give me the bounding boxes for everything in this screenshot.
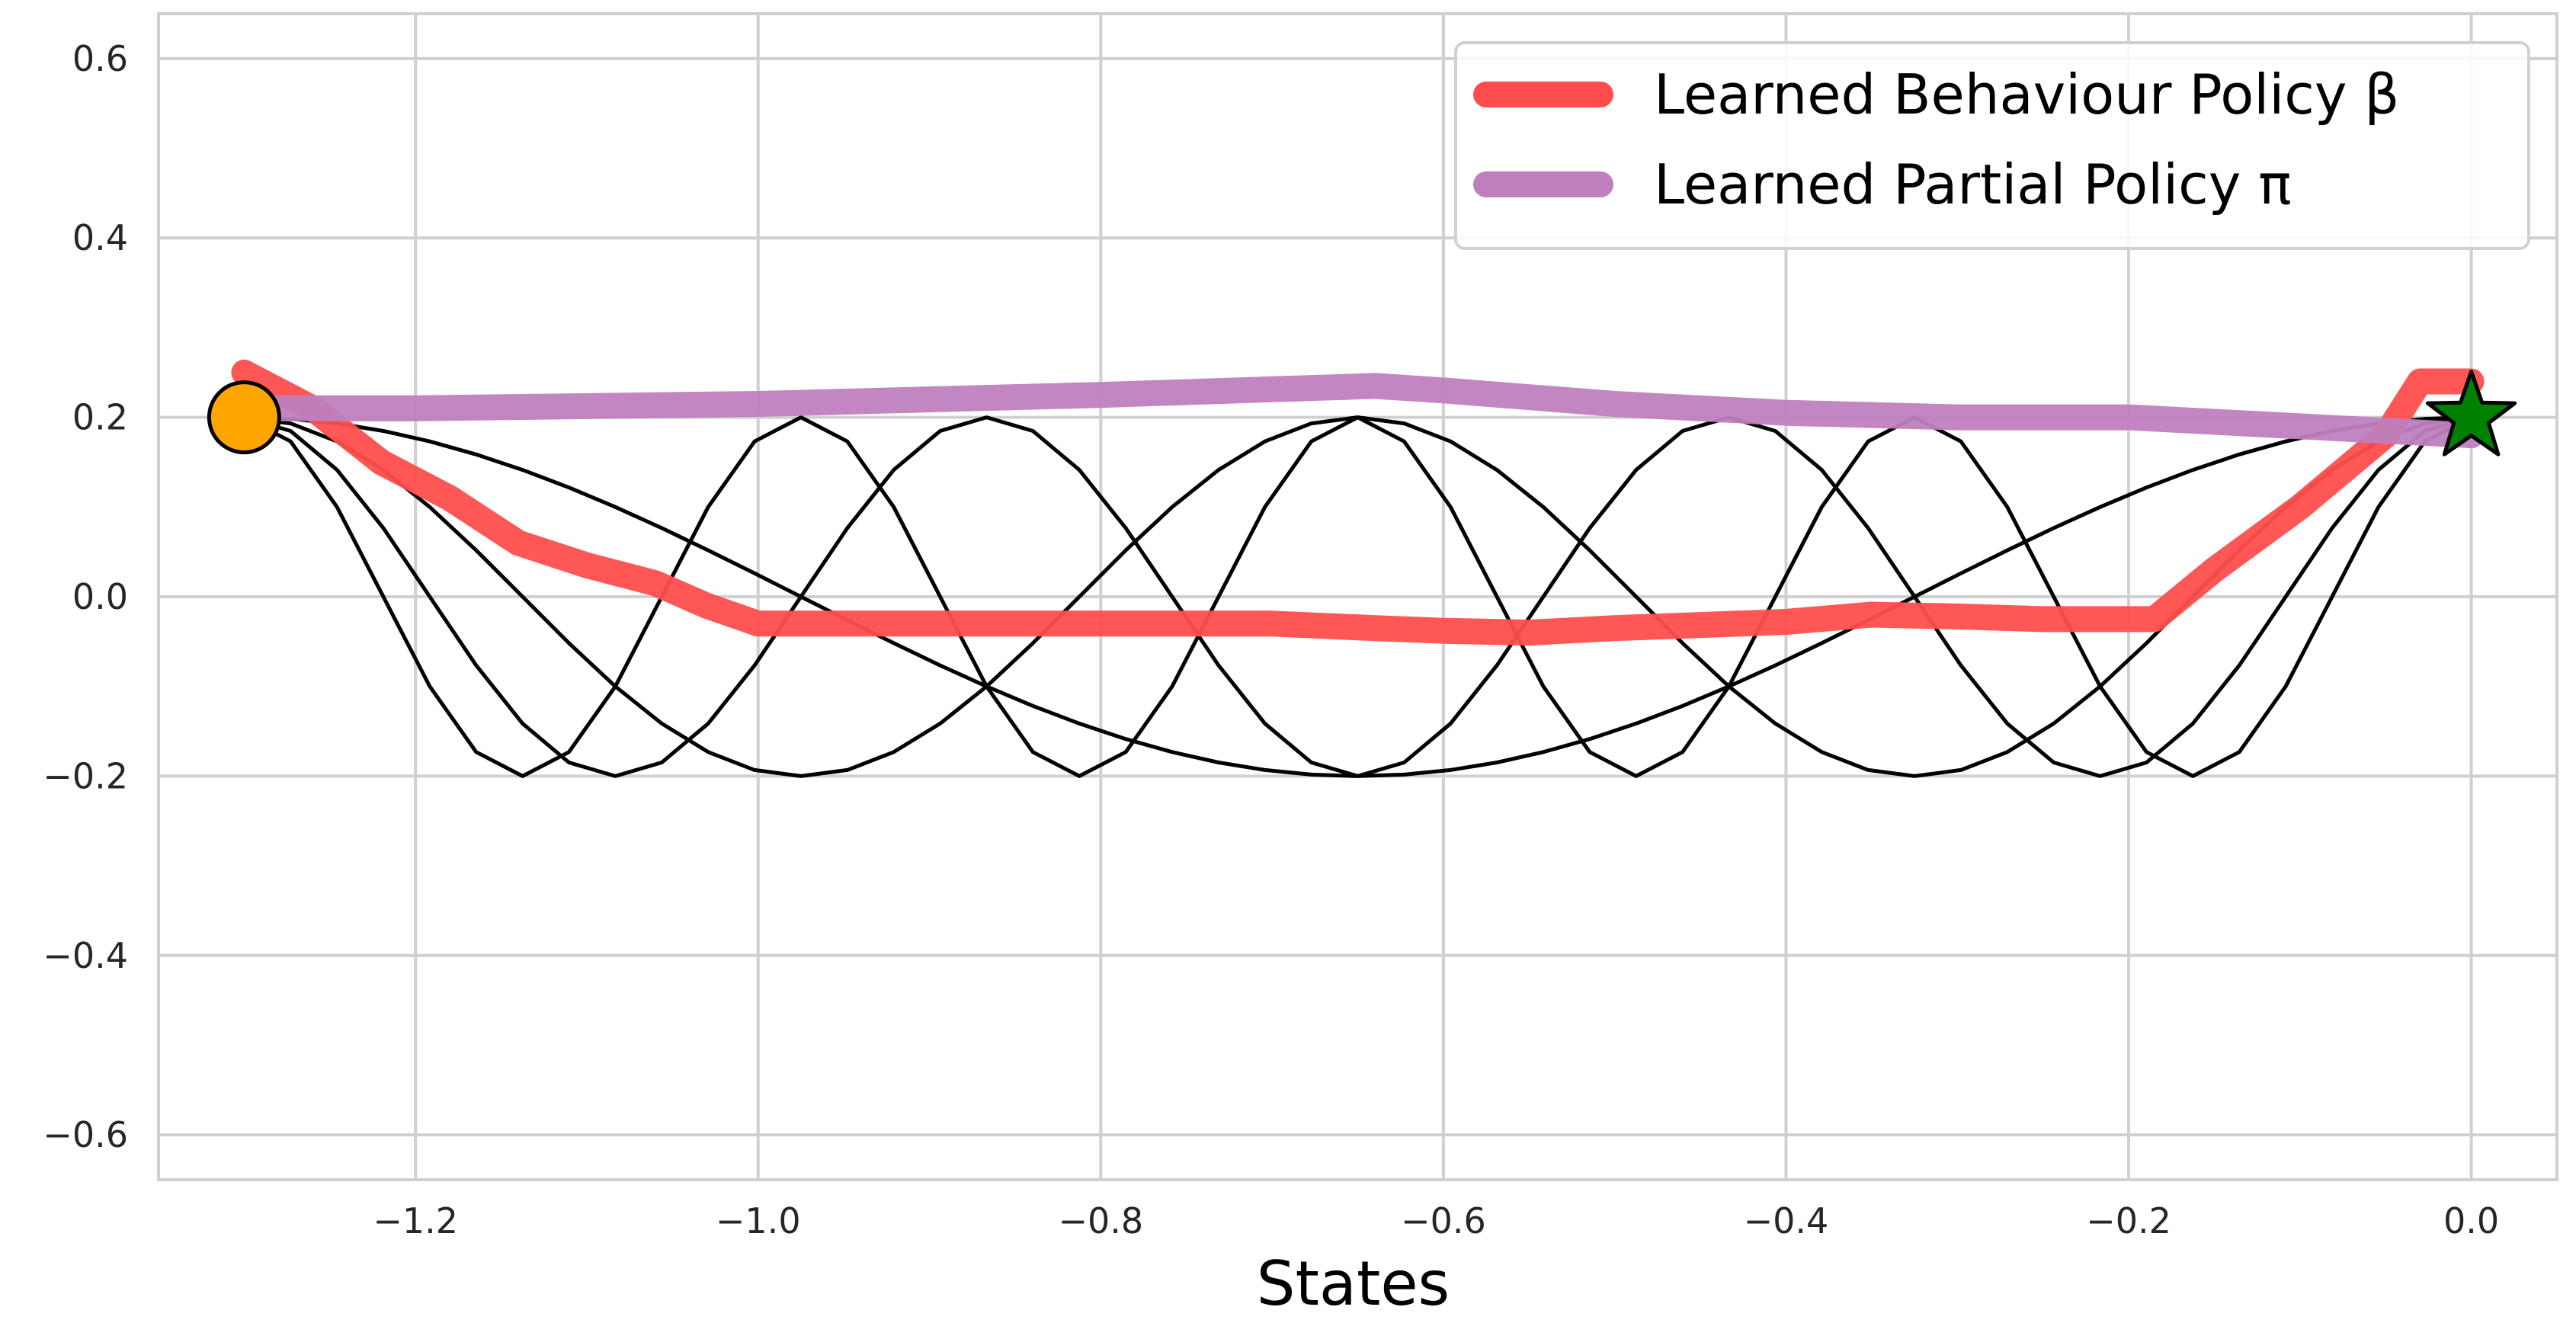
plot-frame [157, 12, 2558, 1181]
legend-box [1454, 41, 2530, 250]
y-tick-label: 0.4 [72, 217, 128, 258]
reference-trajectory-curve [243, 415, 2472, 778]
x-tick-label: −0.6 [1401, 1200, 1486, 1241]
markers [207, 370, 2517, 456]
y-tick-label: −0.4 [43, 935, 128, 976]
partial-policy-line [231, 373, 2485, 449]
behaviour-policy-line [231, 359, 2485, 646]
start-circle-marker [207, 380, 281, 455]
goal-star-marker [2426, 370, 2517, 456]
x-tick-labels: −1.2 −1.0 −0.8 −0.6 −0.4 −0.2 0.0 [373, 1200, 2499, 1241]
x-tick-label: −1.0 [716, 1200, 801, 1241]
y-tick-label: 0.2 [72, 397, 128, 438]
y-tick-label: 0.0 [72, 576, 128, 617]
x-tick-label: −0.2 [2086, 1200, 2171, 1241]
legend-label-behaviour-policy: Learned Behaviour Policy β [1654, 62, 2399, 127]
y-tick-label: −0.2 [43, 755, 128, 796]
reference-curves [243, 415, 2472, 778]
x-tick-label: −0.4 [1744, 1200, 1829, 1241]
legend: Learned Behaviour Policy β Learned Parti… [1454, 41, 2530, 250]
series-lines [231, 359, 2485, 646]
y-tick-labels: −0.6 −0.4 −0.2 0.0 0.2 0.4 0.6 [43, 38, 128, 1155]
x-tick-label: −1.2 [373, 1200, 458, 1241]
y-tick-label: 0.6 [72, 38, 128, 79]
reference-trajectory-curve [243, 415, 2472, 778]
legend-label-partial-policy: Learned Partial Policy π [1654, 152, 2292, 216]
y-tick-label: −0.6 [43, 1114, 128, 1155]
x-axis-label: States [1257, 1248, 1450, 1319]
x-tick-label: 0.0 [2443, 1200, 2499, 1241]
x-tick-label: −0.8 [1058, 1200, 1143, 1241]
